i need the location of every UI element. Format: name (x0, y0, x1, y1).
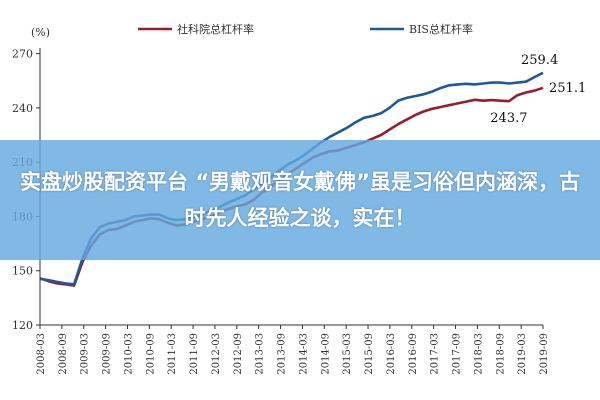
y-tick-label: 150 (12, 265, 33, 278)
x-tick-label: 2008-09 (58, 333, 69, 375)
legend-label-series-1: 社科院总杠杆率 (177, 22, 254, 36)
data-label: 259.4 (521, 53, 558, 68)
y-tick-label: 270 (12, 48, 33, 61)
x-tick-label: 2018-03 (473, 333, 484, 375)
y-tick-label: 240 (12, 102, 33, 115)
x-tick-label: 2009-09 (102, 333, 113, 375)
data-label: 243.7 (490, 111, 527, 126)
data-label: 251.1 (549, 81, 586, 96)
legend-label-series-2: BIS总杠杆率 (409, 22, 473, 36)
x-tick-label: 2009-03 (80, 333, 91, 375)
x-tick-label: 2011-03 (167, 333, 178, 375)
x-tick-label: 2010-09 (145, 333, 156, 375)
x-tick-label: 2015-09 (364, 333, 375, 375)
x-tick-label: 2018-09 (495, 333, 506, 375)
x-tick-label: 2013-03 (255, 333, 266, 375)
x-tick-label: 2019-09 (539, 333, 550, 375)
overlay-headline[interactable]: 实盘炒股配资平台 “男戴观音女戴佛”虽是习俗但内涵深，古时先人经验之谈，实在！ (20, 170, 580, 230)
x-tick-label: 2011-09 (189, 333, 200, 375)
x-tick-label: 2012-09 (233, 333, 244, 375)
x-tick-label: 2019-03 (517, 333, 528, 375)
x-ticks: 2008-03 2008-09 2009-03 2009-09 2010-03 2010-… (36, 325, 550, 375)
x-tick-label: 2016-09 (408, 333, 419, 375)
x-tick-label: 2010-03 (123, 333, 134, 375)
legend: 社科院总杠杆率 BIS总杠杆率 (138, 22, 473, 36)
x-tick-label: 2017-03 (430, 333, 441, 375)
data-labels: 259.4 251.1 243.7 (490, 53, 586, 126)
x-tick-label: 2008-03 (36, 333, 47, 375)
x-tick-label: 2016-03 (386, 333, 397, 375)
x-tick-label: 2014-09 (320, 333, 331, 375)
overlay-banner[interactable]: 实盘炒股配资平台 “男戴观音女戴佛”虽是习俗但内涵深，古时先人经验之谈，实在！ (0, 140, 600, 260)
x-tick-label: 2012-03 (211, 333, 222, 375)
y-unit-label: (%) (31, 26, 50, 39)
x-tick-label: 2015-03 (342, 333, 353, 375)
y-tick-label: 120 (12, 319, 33, 332)
x-tick-label: 2014-03 (298, 333, 309, 375)
x-tick-label: 2017-09 (452, 333, 463, 375)
x-tick-label: 2013-09 (277, 333, 288, 375)
